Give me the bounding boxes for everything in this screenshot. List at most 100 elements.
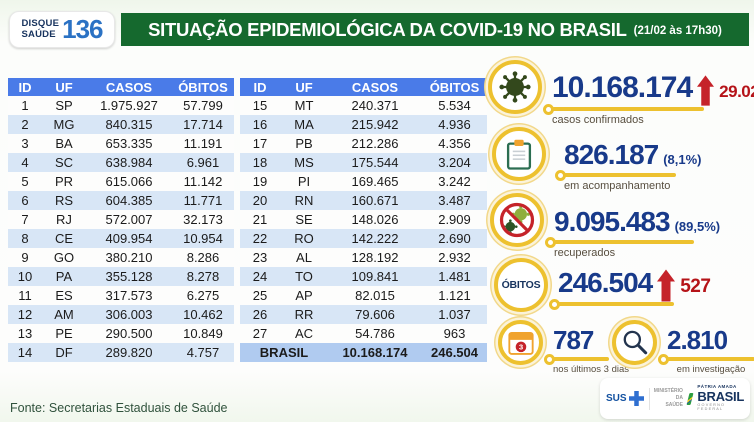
cell-uf: AM xyxy=(54,307,74,322)
cell-obitos: 11.771 xyxy=(183,193,223,208)
cell-casos: 1.975.927 xyxy=(100,98,158,113)
cell-obitos: 1.037 xyxy=(438,307,471,322)
col-uf: UF xyxy=(295,79,313,95)
table-header: ID UF CASOS ÓBITOS xyxy=(8,78,234,96)
cell-uf: PR xyxy=(54,174,74,189)
cell-casos: 128.192 xyxy=(351,250,399,265)
yellow-underline xyxy=(555,170,676,180)
magnifier-icon xyxy=(612,320,657,365)
cell-casos: 638.984 xyxy=(105,155,153,170)
cell-id: 12 xyxy=(17,307,33,322)
deaths-recent-label: nos últimos 3 dias xyxy=(553,363,630,375)
cell-obitos: 11.191 xyxy=(183,136,223,151)
sus-cross-icon xyxy=(628,391,644,406)
cell-casos: 79.606 xyxy=(355,307,395,322)
cell-id: 17 xyxy=(252,136,268,151)
deaths-value: 246.504 xyxy=(558,267,653,298)
cell-obitos: 3.487 xyxy=(438,193,471,208)
table-row: 9 GO 380.210 8.286 xyxy=(8,248,234,267)
table-row: 19 PI 169.465 3.242 xyxy=(240,172,487,191)
title-bar: SITUAÇÃO EPIDEMIOLÓGICA DA COVID-19 NO B… xyxy=(121,13,749,46)
cell-casos: 160.671 xyxy=(351,193,399,208)
cell-uf: RR xyxy=(294,307,314,322)
table-row: 8 CE 409.954 10.954 xyxy=(8,229,234,248)
cell-uf: RO xyxy=(294,231,314,246)
cell-obitos: 3.242 xyxy=(438,174,471,189)
stat-confirmed-cases: 10.168.174 29.026 casos confirmados xyxy=(488,60,754,126)
cell-id: 21 xyxy=(252,212,268,227)
cell-uf: DF xyxy=(55,345,73,360)
cell-casos: 572.007 xyxy=(105,212,153,227)
cell-casos: 82.015 xyxy=(355,288,395,303)
cell-casos: 169.465 xyxy=(351,174,399,189)
table-total-row: BRASIL 10.168.174 246.504 xyxy=(240,343,487,362)
cell-casos: 840.315 xyxy=(105,117,153,132)
monitoring-percent: (8,1%) xyxy=(663,152,702,167)
table-row: 23 AL 128.192 2.932 xyxy=(240,248,487,267)
table-row: 16 MA 215.942 4.936 xyxy=(240,115,487,134)
cell-uf: SC xyxy=(54,155,74,170)
cell-id: 10 xyxy=(17,269,33,284)
cell-obitos: 11.142 xyxy=(183,174,223,189)
cell-id: 9 xyxy=(21,250,29,265)
table-row: 5 PR 615.066 11.142 xyxy=(8,172,234,191)
government-logos: SUS MINISTÉRIO DA SAÚDE PÁTRIA AMADA BRA… xyxy=(600,378,750,419)
cell-uf: AL xyxy=(296,250,312,265)
table-row: 26 RR 79.606 1.037 xyxy=(240,305,487,324)
table-row: 7 RJ 572.007 32.173 xyxy=(8,210,234,229)
total-obitos: 246.504 xyxy=(431,345,478,360)
total-label: BRASIL xyxy=(259,345,309,360)
cell-uf: AP xyxy=(295,288,313,303)
cell-obitos: 10.462 xyxy=(183,307,223,322)
table-row: 11 ES 317.573 6.275 xyxy=(8,286,234,305)
cell-obitos: 10.849 xyxy=(183,326,223,341)
recovered-label: recuperados xyxy=(554,246,616,259)
cell-obitos: 8.286 xyxy=(186,250,220,265)
cell-id: 8 xyxy=(21,231,29,246)
cell-obitos: 963 xyxy=(443,326,466,341)
cell-obitos: 3.204 xyxy=(438,155,471,170)
cell-id: 3 xyxy=(21,136,29,151)
cell-uf: PI xyxy=(297,174,311,189)
recovered-value: 9.095.483 xyxy=(554,206,671,237)
cell-uf: PB xyxy=(295,136,313,151)
cell-casos: 290.500 xyxy=(105,326,153,341)
table-row: 13 PE 290.500 10.849 xyxy=(8,324,234,343)
cell-uf: MS xyxy=(294,155,314,170)
stat-investigation: 2.810 em investigação xyxy=(612,320,754,375)
cell-uf: AC xyxy=(294,326,314,341)
yellow-underline xyxy=(545,237,694,247)
ministry-label: MINISTÉRIO DA SAÚDE xyxy=(653,388,683,408)
col-id: ID xyxy=(253,79,267,95)
cell-obitos: 5.534 xyxy=(438,98,471,113)
cell-id: 19 xyxy=(252,174,268,189)
calendar-3-icon: 3 xyxy=(498,320,543,365)
cell-obitos: 57.799 xyxy=(183,98,223,113)
cell-uf: MT xyxy=(294,98,314,113)
cell-casos: 615.066 xyxy=(105,174,153,189)
yellow-underline xyxy=(544,354,609,364)
cell-uf: ES xyxy=(55,288,73,303)
cell-uf: RN xyxy=(294,193,314,208)
col-obitos: ÓBITOS xyxy=(429,79,480,95)
stat-recovered: 9.095.483 (89,5%) recuperados xyxy=(490,193,720,259)
cell-casos: 240.371 xyxy=(351,98,399,113)
source-note: Fonte: Secretarias Estaduais de Saúde xyxy=(10,401,228,415)
cell-id: 23 xyxy=(252,250,268,265)
table-row: 1 SP 1.975.927 57.799 xyxy=(8,96,234,115)
cell-obitos: 2.909 xyxy=(438,212,471,227)
cell-obitos: 6.961 xyxy=(186,155,220,170)
brazil-flag-icon xyxy=(686,392,694,405)
cell-id: 25 xyxy=(252,288,268,303)
cell-id: 11 xyxy=(18,288,32,303)
table-row: 21 SE 148.026 2.909 xyxy=(240,210,487,229)
col-uf: UF xyxy=(55,79,73,95)
table-row: 3 BA 653.335 11.191 xyxy=(8,134,234,153)
cell-id: 16 xyxy=(252,117,268,132)
yellow-underline xyxy=(549,299,674,309)
cell-obitos: 8.278 xyxy=(186,269,220,284)
cell-uf: MA xyxy=(294,117,314,132)
table-row: 27 AC 54.786 963 xyxy=(240,324,487,343)
table-row: 24 TO 109.841 1.481 xyxy=(240,267,487,286)
cell-casos: 380.210 xyxy=(105,250,153,265)
